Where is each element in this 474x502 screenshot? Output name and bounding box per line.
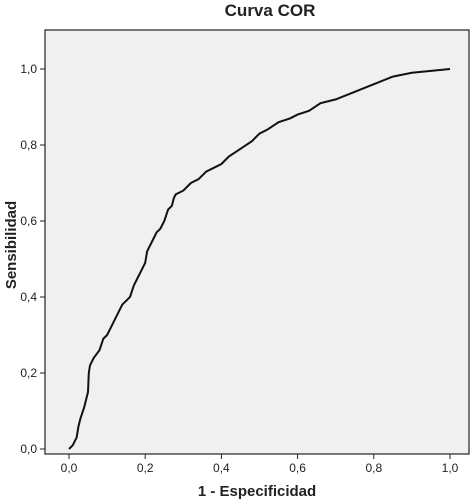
x-tick-label: 1,0	[442, 461, 459, 475]
x-tick-label: 0,4	[213, 461, 230, 475]
plot-area	[44, 29, 470, 455]
x-tick-label: 0,0	[61, 461, 78, 475]
x-tick-label: 0,8	[365, 461, 382, 475]
x-axis: 0,0 0,2 0,4 0,6 0,8 1,0	[61, 454, 459, 475]
chart-title: Curva COR	[225, 1, 316, 20]
y-tick-label: 0,2	[20, 366, 37, 380]
y-tick-label: 0,4	[20, 290, 37, 304]
y-axis-label: Sensibilidad	[3, 201, 20, 289]
y-axis: 0,0 0,2 0,4 0,6 0,8 1,0	[20, 62, 45, 456]
y-tick-label: 0,0	[20, 442, 37, 456]
x-axis-label: 1 - Especificidad	[198, 483, 316, 500]
roc-curve-line	[68, 68, 451, 450]
y-tick-label: 1,0	[20, 62, 37, 76]
x-tick-label: 0,6	[289, 461, 306, 475]
x-tick-label: 0,2	[137, 461, 154, 475]
y-tick-label: 0,8	[20, 138, 37, 152]
y-tick-label: 0,6	[20, 214, 37, 228]
